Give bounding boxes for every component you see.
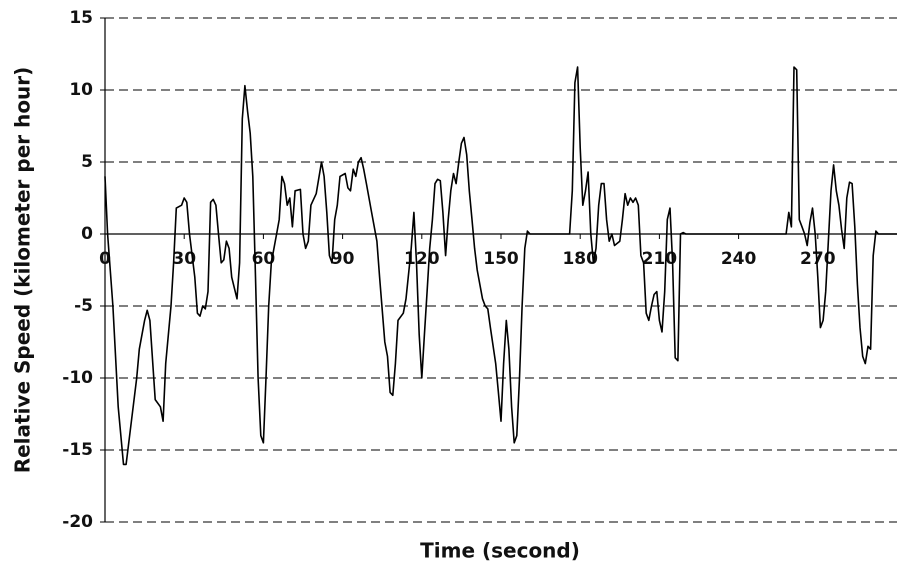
y-tick-label: 5: [81, 152, 93, 172]
x-tick-label: 60: [252, 249, 276, 269]
x-axis-title: Time (second): [420, 539, 580, 563]
y-tick-label: -20: [62, 512, 93, 532]
x-tick-label: 180: [562, 249, 598, 269]
x-tick-label: 240: [721, 249, 757, 269]
y-tick-label: 10: [69, 80, 93, 100]
x-tick-label: 150: [483, 249, 519, 269]
data-line: [104, 66, 897, 466]
x-tick-label: 0: [99, 249, 111, 269]
x-tick-label: 30: [172, 249, 196, 269]
y-tick-label: -10: [62, 368, 93, 388]
y-tick-label: 15: [69, 8, 93, 28]
y-axis-title: Relative Speed (kilometer per hour): [11, 67, 35, 474]
y-tick-label: -5: [74, 296, 93, 316]
x-tick-label: 120: [404, 249, 440, 269]
y-tick-label: -15: [62, 440, 93, 460]
y-tick-label: 0: [81, 224, 93, 244]
x-tick-label: 210: [642, 249, 678, 269]
x-tick-label: 90: [331, 249, 355, 269]
